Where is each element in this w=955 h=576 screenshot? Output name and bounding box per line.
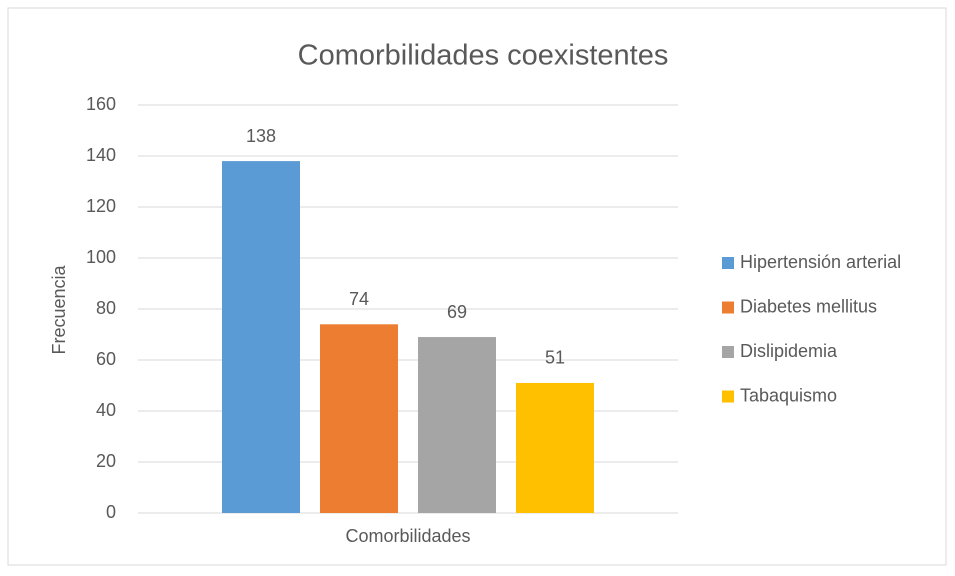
legend-label: Hipertensión arterial [740, 252, 901, 272]
y-tick-label: 80 [96, 298, 116, 318]
chart-title: Comorbilidades coexistentes [298, 40, 669, 72]
legend-label: Dislipidemia [740, 341, 838, 361]
y-tick-label: 0 [106, 502, 116, 522]
legend-swatch [722, 390, 734, 403]
data-label: 74 [349, 289, 369, 309]
y-axis-label: Frecuencia [49, 264, 69, 354]
y-tick-label: 20 [96, 451, 116, 471]
y-tick-label: 40 [96, 400, 116, 420]
legend-swatch [722, 346, 734, 358]
y-tick-label: 120 [86, 196, 116, 216]
y-tick-label: 160 [86, 94, 116, 114]
legend-label: Diabetes mellitus [740, 296, 877, 316]
y-tick-label: 100 [86, 247, 116, 267]
y-tick-label: 60 [96, 349, 116, 369]
data-label: 138 [246, 126, 276, 146]
bar [516, 382, 594, 513]
bar [320, 324, 398, 513]
data-label: 51 [545, 348, 565, 368]
data-label: 69 [447, 302, 467, 322]
x-tick-label: Comorbilidades [345, 526, 470, 546]
bar [222, 161, 300, 513]
legend-swatch [722, 257, 734, 269]
legend-swatch [722, 301, 734, 314]
bar [418, 337, 496, 513]
y-tick-label: 140 [86, 145, 116, 165]
legend-label: Tabaquismo [740, 385, 837, 405]
